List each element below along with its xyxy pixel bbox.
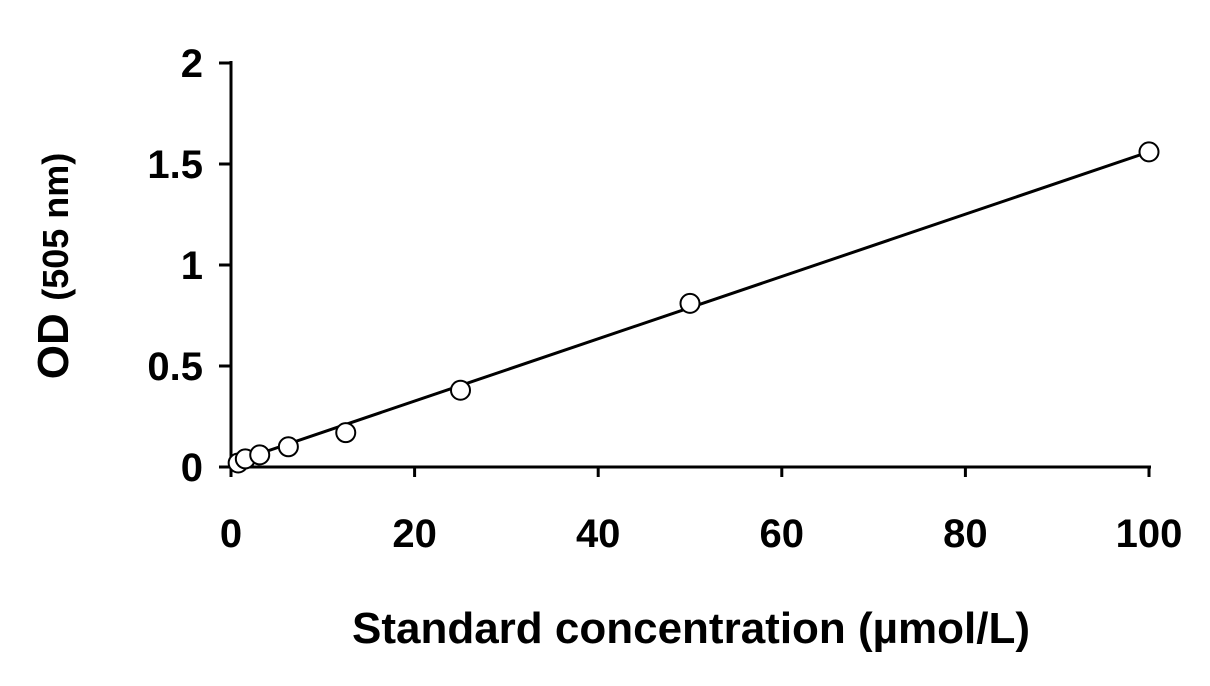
y-tick-label: 0 xyxy=(181,446,203,490)
x-tick-label: 40 xyxy=(576,512,621,556)
x-tick-label: 20 xyxy=(392,512,437,556)
y-axis-ticks: 0 0.5 1 1.5 2 xyxy=(147,42,231,490)
x-tick-label: 60 xyxy=(760,512,805,556)
y-axis-label-main: OD xyxy=(29,313,78,379)
y-tick-label: 1.5 xyxy=(147,143,203,187)
data-point xyxy=(335,422,357,444)
data-point xyxy=(249,444,271,466)
data-point xyxy=(450,379,471,401)
y-axis-label-unit: (505 nm) xyxy=(35,153,76,301)
data-points xyxy=(227,141,1160,474)
y-axis-label: OD (505 nm) xyxy=(29,153,78,380)
x-axis-ticks: 0 20 40 60 80 100 xyxy=(220,467,1183,556)
y-tick-label: 1 xyxy=(181,244,203,288)
x-tick-label: 80 xyxy=(943,512,988,556)
x-axis-label: Standard concentration (µmol/L) xyxy=(352,604,1030,653)
data-point xyxy=(277,436,299,458)
y-tick-label: 2 xyxy=(181,42,203,86)
data-point xyxy=(679,292,701,314)
x-tick-label: 100 xyxy=(1116,512,1183,556)
y-tick-label: 0.5 xyxy=(147,345,203,389)
data-point xyxy=(1138,141,1160,163)
x-tick-label: 0 xyxy=(220,512,242,556)
